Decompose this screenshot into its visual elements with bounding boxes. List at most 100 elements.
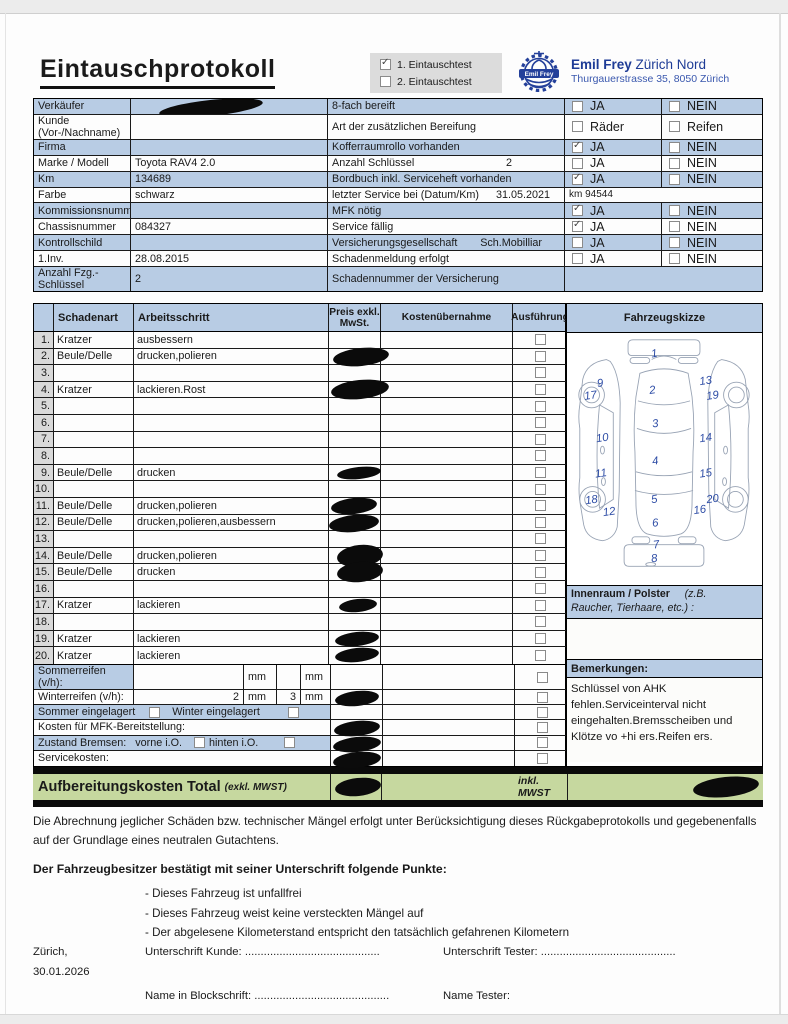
sommerreifen-rear-value bbox=[277, 665, 301, 690]
info-label2: MFK nötig bbox=[328, 203, 565, 220]
ja-cell: JA bbox=[565, 139, 662, 156]
damage-ausfuehrung bbox=[513, 564, 567, 581]
winter-eingelagert-checkbox[interactable] bbox=[287, 706, 299, 718]
damage-arbeitsschritt: drucken,polieren,ausbessern bbox=[134, 514, 329, 532]
winterreifen-row: Winterreifen (v/h): 2 mm 3 mm bbox=[34, 688, 569, 709]
winter-eingelagert-label: Winter eingelagert bbox=[172, 706, 260, 719]
ausfuehrung-checkbox[interactable] bbox=[534, 516, 546, 528]
ausfuehrung-checkbox[interactable] bbox=[534, 650, 546, 662]
ausfuehrung-checkbox[interactable] bbox=[536, 691, 548, 703]
nein-label: NEIN bbox=[687, 203, 717, 218]
sketch-number-4: 4 bbox=[651, 455, 659, 468]
damage-ausfuehrung bbox=[513, 448, 567, 465]
nein-checkbox[interactable] bbox=[669, 221, 680, 233]
ausfuehrung-checkbox[interactable] bbox=[534, 450, 546, 462]
test-checkbox-2[interactable] bbox=[380, 76, 391, 87]
bremsen-vorne-checkbox[interactable] bbox=[194, 737, 206, 749]
ja-cell: JA bbox=[565, 99, 662, 115]
test-checkbox-1[interactable] bbox=[380, 57, 391, 70]
ausfuehrung-cell bbox=[515, 751, 569, 766]
mm-unit: mm bbox=[301, 690, 331, 706]
ausfuehrung-checkbox[interactable] bbox=[534, 583, 546, 595]
damage-kosten bbox=[381, 332, 513, 349]
redaction bbox=[158, 99, 264, 114]
nein-checkbox[interactable] bbox=[669, 157, 680, 169]
damage-kosten bbox=[381, 348, 513, 366]
ausfuehrung-checkbox[interactable] bbox=[534, 566, 546, 578]
damage-nr: 4. bbox=[34, 381, 54, 399]
nein-checkbox[interactable] bbox=[669, 205, 680, 217]
kosten-cell bbox=[383, 690, 515, 706]
ausfuehrung-checkbox[interactable] bbox=[536, 671, 548, 683]
damage-schadenart: Beule/Delle bbox=[54, 498, 134, 515]
ausfuehrung-checkbox[interactable] bbox=[534, 433, 546, 445]
sketch-number-11: 11 bbox=[594, 467, 607, 481]
ausfuehrung-checkbox[interactable] bbox=[534, 350, 546, 362]
signature-kunde: Unterschrift Kunde: ....................… bbox=[145, 946, 380, 958]
ja-checkbox[interactable] bbox=[572, 203, 583, 217]
sommerreifen-row: Sommerreifen (v/h): mm mm bbox=[34, 665, 569, 690]
ja-checkbox[interactable] bbox=[572, 121, 583, 133]
damage-nr: 19. bbox=[34, 630, 54, 648]
ausfuehrung-checkbox[interactable] bbox=[536, 706, 548, 718]
ausfuehrung-checkbox[interactable] bbox=[534, 616, 546, 628]
ausfuehrung-checkbox[interactable] bbox=[534, 367, 546, 379]
test-label: 1. Eintauschtest bbox=[397, 58, 472, 71]
ausfuehrung-checkbox[interactable] bbox=[534, 334, 546, 346]
ausfuehrung-checkbox[interactable] bbox=[536, 752, 548, 764]
damage-arbeitsschritt: drucken bbox=[134, 564, 329, 581]
nein-label: NEIN bbox=[687, 99, 717, 114]
bemerkungen-header: Bemerkungen: bbox=[567, 660, 762, 678]
ja-checkbox[interactable] bbox=[572, 237, 583, 249]
sommer-eingelagert-checkbox[interactable] bbox=[149, 706, 161, 718]
damage-nr: 5. bbox=[34, 398, 54, 415]
ausfuehrung-checkbox[interactable] bbox=[534, 533, 546, 545]
damage-row-1: 1. Kratzer ausbessern bbox=[34, 332, 567, 349]
ausfuehrung-checkbox[interactable] bbox=[534, 599, 546, 611]
damage-ausfuehrung bbox=[513, 365, 567, 382]
nein-checkbox[interactable] bbox=[669, 173, 680, 185]
ausfuehrung-checkbox[interactable] bbox=[534, 483, 546, 495]
damage-nr: 7. bbox=[34, 431, 54, 449]
ausfuehrung-checkbox[interactable] bbox=[536, 721, 548, 733]
damage-row-2: 2. Beule/Delle drucken,polieren bbox=[34, 344, 567, 369]
winterreifen-label: Winterreifen (v/h): bbox=[34, 690, 134, 706]
nein-checkbox[interactable] bbox=[669, 237, 680, 249]
nein-checkbox[interactable] bbox=[669, 121, 680, 133]
ausfuehrung-checkbox[interactable] bbox=[534, 384, 546, 396]
bremsen-vorne-label: vorne i.O. bbox=[135, 736, 183, 749]
ausfuehrung-checkbox[interactable] bbox=[534, 417, 546, 429]
nein-checkbox[interactable] bbox=[669, 253, 680, 265]
info-value: 28.08.2015 bbox=[131, 251, 328, 267]
ja-checkbox[interactable] bbox=[572, 100, 583, 112]
ja-checkbox[interactable] bbox=[572, 172, 583, 185]
ausfuehrung-checkbox[interactable] bbox=[534, 633, 546, 645]
damage-schadenart bbox=[54, 398, 134, 415]
nein-checkbox[interactable] bbox=[669, 141, 680, 153]
damage-row-16: 16. bbox=[34, 581, 567, 598]
ja-checkbox[interactable] bbox=[572, 157, 583, 169]
ja-checkbox[interactable] bbox=[572, 140, 583, 153]
info-label2: Art der zusätzlichen Bereifung bbox=[328, 114, 565, 140]
innenraum-empty-area bbox=[567, 619, 762, 660]
ausfuehrung-checkbox[interactable] bbox=[534, 550, 546, 562]
ausfuehrung-cell bbox=[515, 705, 569, 721]
damage-schadenart: Kratzer bbox=[54, 597, 134, 615]
confirmation-heading: Der Fahrzeugbesitzer bestätigt mit seine… bbox=[33, 862, 447, 876]
info-value bbox=[131, 203, 328, 220]
damage-ausfuehrung bbox=[513, 614, 567, 631]
ja-checkbox[interactable] bbox=[572, 219, 583, 233]
ja-label: JA bbox=[590, 203, 605, 218]
ausfuehrung-checkbox[interactable] bbox=[536, 737, 548, 749]
ja-checkbox[interactable] bbox=[572, 253, 583, 265]
col-schadenart: Schadenart bbox=[54, 304, 134, 331]
ausfuehrung-checkbox[interactable] bbox=[534, 467, 546, 479]
damage-kosten bbox=[381, 547, 513, 565]
nein-checkbox[interactable] bbox=[669, 100, 680, 112]
bremsen-hinten-checkbox[interactable] bbox=[284, 737, 296, 749]
ausfuehrung-checkbox[interactable] bbox=[534, 400, 546, 412]
damage-arbeitsschritt bbox=[134, 365, 329, 382]
confirmation-bullet: - Der abgelesene Kilometerstand entspric… bbox=[145, 926, 570, 939]
ausfuehrung-checkbox[interactable] bbox=[534, 500, 546, 512]
